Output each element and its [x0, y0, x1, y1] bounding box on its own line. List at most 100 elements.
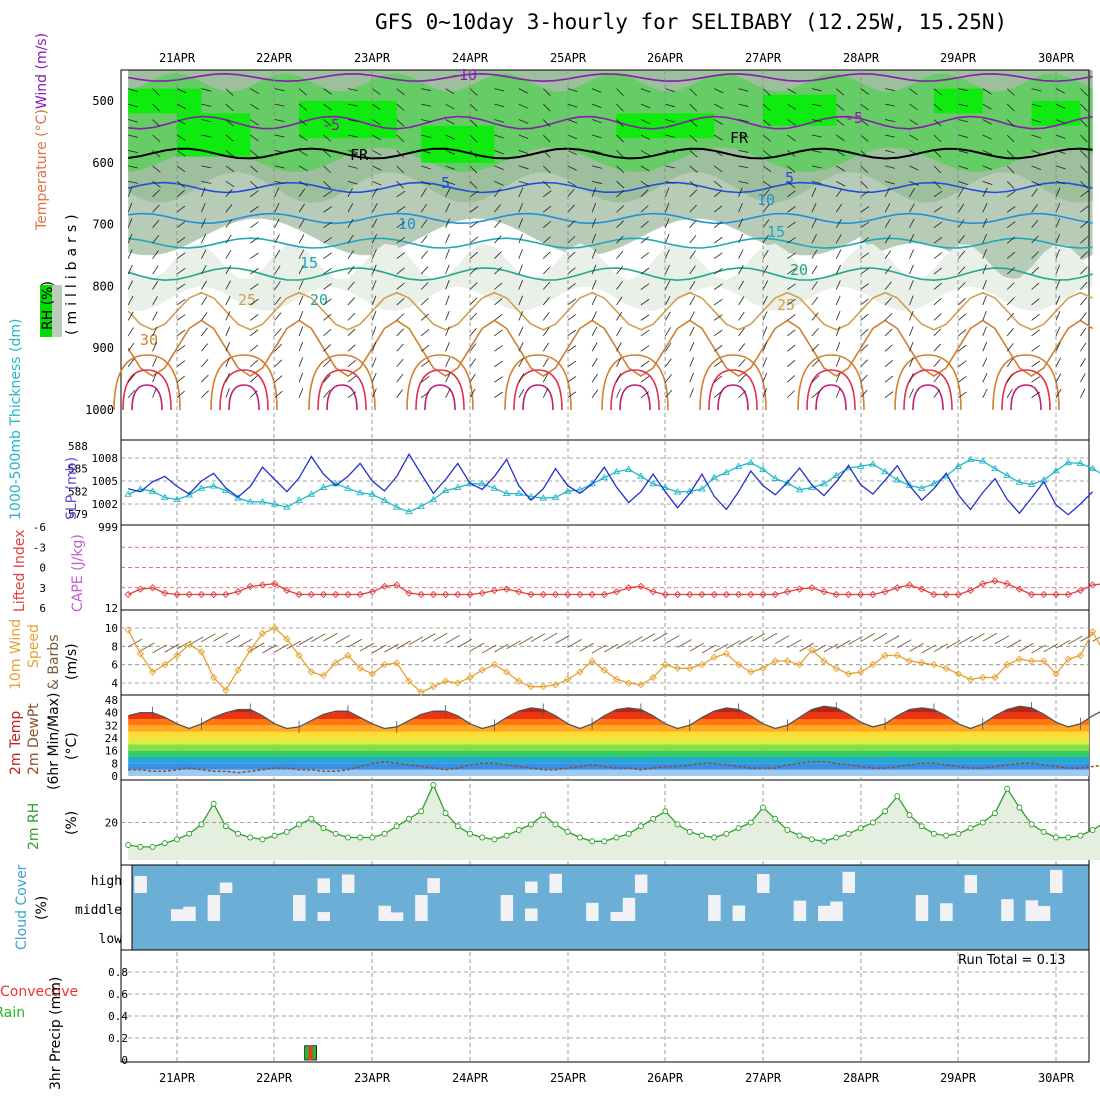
rh2m-line-point	[308, 815, 315, 822]
wind-barb	[762, 103, 771, 112]
wind-barb	[371, 218, 378, 228]
wind-barb	[909, 310, 914, 321]
wind-speed-line-point	[710, 653, 718, 661]
wind-barb	[787, 375, 796, 383]
wind10m-barb	[921, 644, 936, 654]
wind-barb	[298, 150, 308, 157]
wind-barb	[738, 218, 743, 228]
wind-speed-line-point	[991, 673, 999, 682]
wind-barb	[860, 190, 870, 198]
wind-barb	[591, 264, 597, 275]
wind-barb	[542, 150, 551, 158]
wind-barb	[787, 314, 796, 321]
wind-barb	[518, 103, 529, 109]
rh2m-line-point	[540, 812, 547, 818]
wind-barb	[298, 280, 304, 290]
rh2m-line-point	[1053, 834, 1059, 841]
lifted-index-line-point	[417, 590, 425, 599]
wind-barb	[982, 341, 988, 352]
lifted-index-line-point	[918, 585, 926, 593]
wind-barb	[567, 236, 576, 244]
pressure-tick-700: 700	[92, 218, 114, 232]
wind-barb	[1055, 280, 1061, 290]
rh2m-line-point	[699, 832, 705, 839]
wind-barb	[371, 326, 377, 336]
rh2m-line-point	[845, 830, 852, 837]
wind-barb	[664, 233, 670, 244]
wind-barb	[323, 359, 331, 368]
thickness-line-point	[966, 455, 975, 463]
thickness-line-point	[124, 490, 132, 497]
wind-barb	[152, 119, 161, 127]
panel-frame-slp	[120, 439, 1090, 526]
wind-barb	[542, 281, 551, 290]
wind-barb	[323, 328, 332, 337]
wind-barb	[347, 119, 358, 122]
wind-barb	[640, 103, 651, 109]
wind-speed-line-point	[795, 661, 804, 669]
lifted-index-line-point	[881, 588, 889, 596]
wind-barb	[591, 233, 597, 244]
wind-barb	[640, 88, 651, 93]
wind-barb	[933, 298, 942, 306]
temp-arch	[415, 369, 465, 411]
wind-barb	[665, 180, 676, 184]
wind-barb	[689, 250, 697, 259]
wind10m-barb	[237, 638, 253, 648]
wind-barb	[811, 119, 822, 122]
wind-barb	[689, 103, 698, 112]
wind-barb	[762, 311, 768, 321]
wind-barb	[371, 233, 378, 244]
wind-barb	[225, 219, 233, 228]
wind-barb	[445, 88, 455, 95]
cloud-cell	[610, 911, 623, 921]
wind-barb	[201, 187, 206, 197]
pressure-tick-600: 600	[92, 156, 114, 170]
wind10m-barb	[665, 635, 680, 644]
wind-barb	[128, 103, 138, 108]
wind-barb	[298, 310, 304, 321]
wind-barb	[884, 375, 894, 383]
wind-barb	[298, 388, 304, 398]
wind-barb	[1080, 190, 1089, 198]
wind-barb	[1006, 267, 1015, 275]
top-date-label: 29APR	[940, 51, 977, 65]
wind-barb	[860, 328, 869, 337]
wind-barb	[640, 267, 650, 275]
rh2m-line-point	[760, 804, 766, 811]
temp-arch	[1001, 369, 1051, 411]
temp2m-label: 2m Temp	[8, 710, 24, 775]
wind-barb	[274, 150, 285, 153]
wind-barb	[469, 119, 478, 127]
wind-speed-line-point	[209, 673, 218, 682]
rh2m-line-point	[979, 819, 986, 826]
thickness-line-point	[319, 483, 328, 491]
wind-barb	[958, 119, 969, 123]
wind-speed-line-point	[747, 668, 755, 676]
thickness-line-point	[368, 490, 377, 497]
wind-barb	[396, 358, 404, 367]
lifted-index-line-point	[185, 590, 193, 599]
rh2m-line-point	[247, 834, 254, 841]
wind-barb	[640, 298, 650, 306]
wind-barb	[518, 88, 528, 94]
wind-barb	[323, 103, 332, 111]
lifted-index-line-point	[429, 590, 438, 599]
rh2m-line-point	[515, 827, 522, 833]
wind-barb	[884, 297, 893, 306]
wind-barb	[298, 249, 305, 259]
wind-barb	[1080, 388, 1086, 398]
lifted-index-line-point	[1076, 586, 1085, 595]
run-total-text: Run Total = 0.13	[958, 953, 1066, 968]
wind-barb	[616, 342, 622, 352]
lifted-index-line-point	[368, 588, 376, 596]
lifted-index-line-point	[161, 589, 169, 597]
wind-barb	[347, 360, 356, 368]
wind-barb	[567, 251, 576, 259]
wind-barb	[176, 190, 185, 198]
wind-barb	[372, 88, 381, 95]
wind-barb	[689, 235, 697, 244]
lifted-index-line-point	[698, 590, 706, 599]
wind-barb	[250, 221, 259, 229]
wind-barb	[1006, 388, 1013, 398]
